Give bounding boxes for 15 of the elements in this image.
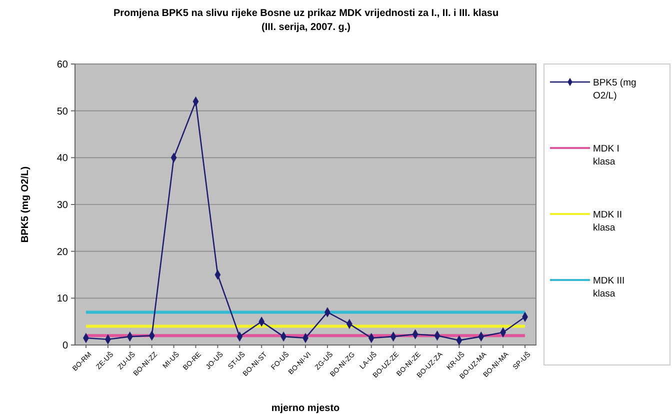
y-tick-label: 20 <box>56 246 68 258</box>
x-axis-title: mjerno mjesto <box>271 403 340 414</box>
legend-label: MDK III klasa <box>593 275 625 300</box>
y-tick-label: 30 <box>56 200 68 211</box>
y-axis-title: BPK5 (mg O2/L) <box>20 166 31 243</box>
legend-label: MDK I klasa <box>593 143 620 168</box>
legend-label: MDK II klasa <box>593 209 622 234</box>
y-tick-label: 50 <box>56 106 68 118</box>
legend-label: BPK5 (mg O2/L) <box>593 77 636 102</box>
y-tick-label: 0 <box>62 340 68 352</box>
chart-title: Promjena BPK5 na slivu rijeke Bosne uz prikaz MDK vrijednosti za I., II. i III. klasu <box>113 8 499 19</box>
y-tick-label: 10 <box>56 294 68 305</box>
chart-subtitle: (III. serija, 2007. g.) <box>262 22 350 33</box>
y-tick-label: 40 <box>56 153 68 164</box>
y-tick-label: 60 <box>56 60 68 70</box>
